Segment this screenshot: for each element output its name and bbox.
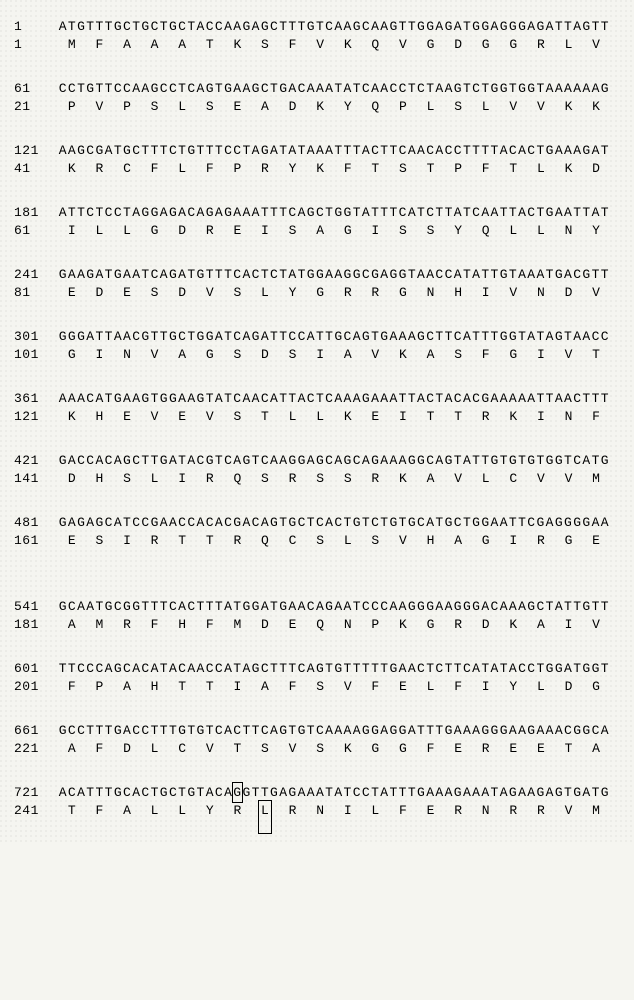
nuc-sequence: TTCCCAGCACATACAACCATAGCTTTCAGTGTTTTTGAAC… (58, 660, 620, 678)
aa-position: 41 (14, 160, 58, 178)
sequence-block: 61CCTGTTCCAAGCCTCAGTGAAGCTGACAAATATCAACC… (14, 80, 620, 116)
nucleotide-row: 1ATGTTTGCTGCTGCTACCAAGAGCTTTGTCAAGCAAGTT… (14, 18, 620, 36)
nuc-position: 61 (14, 80, 58, 98)
amino-acid-row: 161ESIRTTRQCSLSVHAGIRGE (14, 532, 620, 550)
aa-position: 121 (14, 408, 58, 426)
sequence-block: 541GCAATGCGGTTTCACTTTATGGATGAACAGAATCCCA… (14, 598, 620, 634)
aa-position: 61 (14, 222, 58, 240)
aa-position: 21 (14, 98, 58, 116)
nucleotide-row: 481GAGAGCATCCGAACCACACGACAGTGCTCACTGTCTG… (14, 514, 620, 532)
nuc-sequence: GCAATGCGGTTTCACTTTATGGATGAACAGAATCCCAAGG… (58, 598, 620, 616)
sequence-block: 601TTCCCAGCACATACAACCATAGCTTTCAGTGTTTTTG… (14, 660, 620, 696)
aa-sequence: FPAHTTIAFSVFELFIYLDG (58, 678, 620, 696)
nuc-sequence: GAGAGCATCCGAACCACACGACAGTGCTCACTGTCTGTGC… (58, 514, 620, 532)
nuc-sequence: GCCTTTGACCTTTGTGTCACTTCAGTGTCAAAAGGAGGAT… (58, 722, 620, 740)
sequence-block: 1ATGTTTGCTGCTGCTACCAAGAGCTTTGTCAAGCAAGTT… (14, 18, 620, 54)
amino-acid-row: 181AMRFHFMDEQNPKGRDKAIV (14, 616, 620, 634)
amino-acid-row: 101GINVAGSDSIAVKASFGIVT (14, 346, 620, 364)
aa-position: 221 (14, 740, 58, 758)
amino-acid-row: 241TFALLYRLRNILFERNRRVM (14, 802, 620, 820)
aa-position: 181 (14, 616, 58, 634)
sequence-block: 661GCCTTTGACCTTTGTGTCACTTCAGTGTCAAAAGGAG… (14, 722, 620, 758)
nucleotide-row: 361AAACATGAAGTGGAAGTATCAACATTACTCAAAGAAA… (14, 390, 620, 408)
sequence-block: 241GAAGATGAATCAGATGTTTCACTCTATGGAAGGCGAG… (14, 266, 620, 302)
sequence-block: 481GAGAGCATCCGAACCACACGACAGTGCTCACTGTCTG… (14, 514, 620, 550)
sequence-block: 361AAACATGAAGTGGAAGTATCAACATTACTCAAAGAAA… (14, 390, 620, 426)
aa-position: 241 (14, 802, 58, 820)
aa-sequence: AMRFHFMDEQNPKGRDKAIV (58, 616, 620, 634)
amino-acid-row: 41KRCFLFPRYKFTSTPFTLKD (14, 160, 620, 178)
nucleotide-row: 661GCCTTTGACCTTTGTGTCACTTCAGTGTCAAAAGGAG… (14, 722, 620, 740)
nuc-sequence: GAAGATGAATCAGATGTTTCACTCTATGGAAGGCGAGGTA… (58, 266, 620, 284)
nuc-position: 721 (14, 784, 58, 802)
aa-position: 201 (14, 678, 58, 696)
sequence-block: 421GACCACAGCTTGATACGTCAGTCAAGGAGCAGCAGAA… (14, 452, 620, 488)
aa-sequence: ILLGDREISAGISSYQLLNY (58, 222, 620, 240)
sequence-block: 121AAGCGATGCTTTCTGTTTCCTAGATATAAATTTACTT… (14, 142, 620, 178)
amino-acid-row: 221AFDLCVTSVSKGGFEREETA (14, 740, 620, 758)
amino-acid-row: 61ILLGDREISAGISSYQLLNY (14, 222, 620, 240)
aa-sequence: TFALLYRLRNILFERNRRVM (58, 802, 620, 820)
nuc-sequence: CCTGTTCCAAGCCTCAGTGAAGCTGACAAATATCAACCTC… (58, 80, 620, 98)
aa-sequence: EDESDVSLYGRRGNHIVNDV (58, 284, 620, 302)
aa-position: 101 (14, 346, 58, 364)
nuc-sequence: GGGATTAACGTTGCTGGATCAGATTCCATTGCAGTGAAAG… (58, 328, 620, 346)
nucleotide-row: 121AAGCGATGCTTTCTGTTTCCTAGATATAAATTTACTT… (14, 142, 620, 160)
amino-acid-row: 81EDESDVSLYGRRGNHIVNDV (14, 284, 620, 302)
sequence-block: 301GGGATTAACGTTGCTGGATCAGATTCCATTGCAGTGA… (14, 328, 620, 364)
nucleotide-row: 421GACCACAGCTTGATACGTCAGTCAAGGAGCAGCAGAA… (14, 452, 620, 470)
nuc-position: 361 (14, 390, 58, 408)
nuc-sequence: ATTCTCCTAGGAGACAGAGAAATTTCAGCTGGTATTTCAT… (58, 204, 620, 222)
nuc-position: 1 (14, 18, 58, 36)
aa-sequence: AFDLCVTSVSKGGFEREETA (58, 740, 620, 758)
nuc-position: 181 (14, 204, 58, 222)
nuc-position: 481 (14, 514, 58, 532)
sequence-block: 721ACATTTGCACTGCTGTACAGGTTGAGAAATATCCTAT… (14, 784, 620, 820)
nuc-position: 121 (14, 142, 58, 160)
aa-position: 161 (14, 532, 58, 550)
aa-position: 141 (14, 470, 58, 488)
nuc-position: 601 (14, 660, 58, 678)
nuc-sequence: ATGTTTGCTGCTGCTACCAAGAGCTTTGTCAAGCAAGTTG… (58, 18, 620, 36)
nuc-position: 661 (14, 722, 58, 740)
nuc-position: 301 (14, 328, 58, 346)
nucleotide-row: 61CCTGTTCCAAGCCTCAGTGAAGCTGACAAATATCAACC… (14, 80, 620, 98)
amino-acid-row: 21PVPSLSEADKYQPLSLVVKK (14, 98, 620, 116)
nucleotide-row: 241GAAGATGAATCAGATGTTTCACTCTATGGAAGGCGAG… (14, 266, 620, 284)
sequence-block: 181ATTCTCCTAGGAGACAGAGAAATTTCAGCTGGTATTT… (14, 204, 620, 240)
amino-acid-row: 141DHSLIRQSRSSRKAVLCVVM (14, 470, 620, 488)
nuc-sequence: GACCACAGCTTGATACGTCAGTCAAGGAGCAGCAGAAAGG… (58, 452, 620, 470)
aa-sequence: DHSLIRQSRSSRKAVLCVVM (58, 470, 620, 488)
aa-sequence: GINVAGSDSIAVKASFGIVT (58, 346, 620, 364)
aa-sequence: KRCFLFPRYKFTSTPFTLKD (58, 160, 620, 178)
aa-position: 81 (14, 284, 58, 302)
nucleotide-row: 721ACATTTGCACTGCTGTACAGGTTGAGAAATATCCTAT… (14, 784, 620, 802)
aa-sequence: MFAAATKSFVKQVGDGGRLV (58, 36, 620, 54)
nucleotide-row: 541GCAATGCGGTTTCACTTTATGGATGAACAGAATCCCA… (14, 598, 620, 616)
amino-acid-row: 201FPAHTTIAFSVFELFIYLDG (14, 678, 620, 696)
aa-sequence: KHEVEVSTLLKEITTRKINF (58, 408, 620, 426)
nuc-position: 541 (14, 598, 58, 616)
nucleotide-row: 601TTCCCAGCACATACAACCATAGCTTTCAGTGTTTTTG… (14, 660, 620, 678)
nuc-sequence: AAGCGATGCTTTCTGTTTCCTAGATATAAATTTACTTCAA… (58, 142, 620, 160)
aa-sequence: ESIRTTRQCSLSVHAGIRGE (58, 532, 620, 550)
sequence-figure: 1ATGTTTGCTGCTGCTACCAAGAGCTTTGTCAAGCAAGTT… (14, 18, 620, 820)
nuc-position: 421 (14, 452, 58, 470)
nuc-sequence: AAACATGAAGTGGAAGTATCAACATTACTCAAAGAAATTA… (58, 390, 620, 408)
aa-sequence: PVPSLSEADKYQPLSLVVKK (58, 98, 620, 116)
nucleotide-row: 181ATTCTCCTAGGAGACAGAGAAATTTCAGCTGGTATTT… (14, 204, 620, 222)
nuc-position: 241 (14, 266, 58, 284)
amino-acid-row: 121KHEVEVSTLLKEITTRKINF (14, 408, 620, 426)
nucleotide-row: 301GGGATTAACGTTGCTGGATCAGATTCCATTGCAGTGA… (14, 328, 620, 346)
aa-position: 1 (14, 36, 58, 54)
nuc-sequence: ACATTTGCACTGCTGTACAGGTTGAGAAATATCCTATTTG… (58, 784, 620, 802)
amino-acid-row: 1MFAAATKSFVKQVGDGGRLV (14, 36, 620, 54)
